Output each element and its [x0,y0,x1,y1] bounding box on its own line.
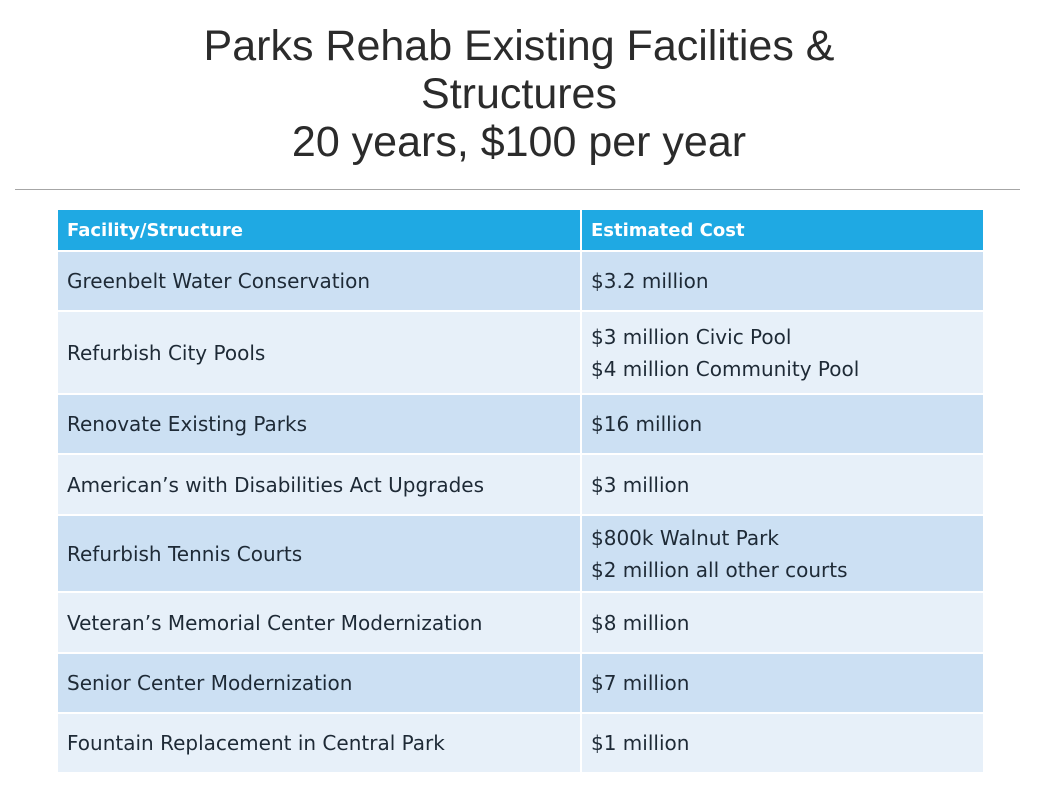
cost-cell: $16 million [580,393,985,455]
column-header: Facility/Structure [56,208,582,252]
title-line: 20 years, $100 per year [291,118,747,166]
facility-cell: Senior Center Modernization [56,652,582,714]
cost-cell: $3 million Civic Pool $4 million Communit… [580,310,985,395]
table-row: Refurbish Tennis Courts $800k Walnut Park… [56,514,985,593]
cost-line: $8 million [591,610,690,635]
facility-cell: Greenbelt Water Conservation [56,250,582,312]
divider [15,189,1020,190]
table-row: American’s with Disabilities Act Upgrade… [56,453,985,516]
cost-cell: $8 million [580,591,985,654]
cost-cell: $800k Walnut Park $2 million all other co… [580,514,985,593]
table-row: Refurbish City Pools $3 million Civic Poo… [56,310,985,395]
facility-cell: Refurbish City Pools [56,310,582,395]
cost-line: $16 million [591,412,703,436]
title-line: Parks Rehab Existing Facilities & Struct… [203,22,835,118]
cost-line: $7 million [591,671,690,695]
facility-cell: Renovate Existing Parks [56,393,582,455]
table-row: Greenbelt Water Conservation $3.2 million [56,250,985,312]
table-row: Senior Center Modernization $7 million [56,652,985,714]
cost-table: Facility/Structure Estimated Cost Greenb… [56,208,985,774]
header-row: Facility/Structure Estimated Cost [56,208,985,252]
slide-title: Parks Rehab Existing Facilities & Struct… [159,22,879,166]
facility-cell: Fountain Replacement in Central Park [56,712,582,774]
facility-cell: Refurbish Tennis Courts [56,514,582,593]
cost-cell: $3.2 million [580,250,985,312]
table-body: Greenbelt Water Conservation $3.2 million… [56,250,985,774]
cost-line: $800k Walnut Park [591,525,779,550]
cost-cell: $7 million [580,652,985,714]
cost-line: $3.2 million [591,269,709,293]
facility-cell: Veteran’s Memorial Center Modernization [56,591,582,654]
cost-line: $3 million Civic Pool [591,324,792,349]
facility-cell: American’s with Disabilities Act Upgrade… [56,453,582,516]
column-header: Estimated Cost [580,208,985,252]
table-row: Fountain Replacement in Central Park $1 m… [56,712,985,774]
table-row: Renovate Existing Parks $16 million [56,393,985,455]
cost-cell: $3 million [580,453,985,516]
cost-line: $3 million [591,472,690,497]
cost-line: $4 million Community Pool [591,356,860,381]
cost-cell: $1 million [580,712,985,774]
table-row: Veteran’s Memorial Center Modernization $… [56,591,985,654]
cost-line: $2 million all other courts [591,557,848,582]
cost-line: $1 million [591,731,690,755]
